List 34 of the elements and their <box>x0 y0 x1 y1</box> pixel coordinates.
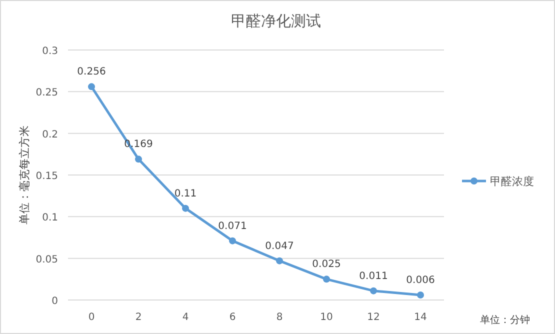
point <box>182 204 189 212</box>
chart-title: 甲醛净化测试 <box>231 12 321 30</box>
x-tick-label: 4 <box>182 312 189 323</box>
data-label: 0.047 <box>265 240 294 252</box>
point <box>370 287 377 294</box>
data-label: 0.11 <box>174 188 197 200</box>
x-tick-label: 10 <box>320 312 333 323</box>
data-label: 0.025 <box>312 259 341 270</box>
y-tick-label: 0.15 <box>36 171 58 182</box>
x-tick-label: 2 <box>135 312 142 323</box>
point <box>323 276 330 283</box>
y-tick-label: 0.3 <box>42 46 58 57</box>
y-tick-label: 0.1 <box>42 212 58 224</box>
y-tick-label: 0.25 <box>36 88 58 99</box>
data-label: 0.256 <box>77 66 106 78</box>
y-tick-label: 0.05 <box>36 254 58 266</box>
point <box>417 292 424 298</box>
legend-label: 甲醛浓度 <box>490 175 534 188</box>
y-tick-label: 0.2 <box>42 129 58 140</box>
data-label: 0.071 <box>218 220 247 232</box>
point <box>135 156 142 163</box>
point <box>88 83 95 90</box>
y-axis-title: 单位：毫克每立方米 <box>18 126 31 224</box>
y-tick-label: 0 <box>52 296 58 307</box>
x-axis-title: 单位：分钟 <box>480 314 530 326</box>
data-label: 0.011 <box>359 270 388 282</box>
x-tick-label: 6 <box>229 312 236 323</box>
point <box>276 257 283 264</box>
x-tick-label: 8 <box>276 312 283 323</box>
data-label: 0.006 <box>406 275 435 286</box>
x-tick-label: 0 <box>88 312 95 323</box>
x-tick-label: 12 <box>367 312 380 323</box>
x-tick-label: 14 <box>414 312 427 323</box>
point <box>229 237 236 244</box>
